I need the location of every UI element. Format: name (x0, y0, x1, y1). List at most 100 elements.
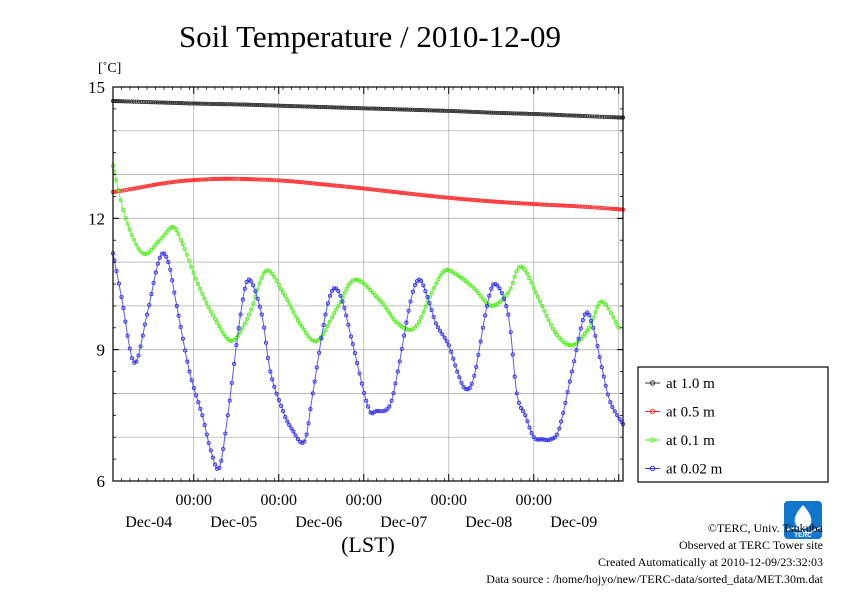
data-point (325, 301, 330, 306)
data-point (482, 110, 487, 115)
data-point (251, 301, 256, 306)
data-point (225, 413, 230, 418)
data-point (580, 334, 585, 339)
data-point (297, 180, 303, 185)
data-point (510, 280, 515, 285)
data-point (408, 191, 413, 196)
x-date-label: Dec-06 (295, 514, 342, 531)
data-point (463, 109, 468, 114)
data-point (484, 110, 490, 115)
data-point (597, 114, 602, 119)
data-point (217, 176, 222, 181)
created-text: Created Automatically at 2010-12-09/23:3… (598, 555, 823, 569)
data-point (423, 108, 428, 113)
data-point (170, 180, 175, 185)
data-point (229, 102, 235, 107)
data-point (312, 181, 317, 186)
data-point (387, 404, 392, 409)
data-point (125, 187, 130, 192)
data-point (365, 186, 371, 192)
data-point (501, 200, 507, 205)
data-point (497, 110, 502, 116)
data-point (353, 277, 358, 282)
data-point (276, 103, 281, 108)
data-point (512, 200, 517, 206)
data-point (166, 180, 171, 185)
data-point (501, 111, 507, 116)
data-point (538, 437, 543, 442)
data-point (478, 293, 483, 299)
data-point (495, 199, 500, 204)
data-point (611, 206, 616, 211)
data-point (412, 325, 417, 330)
data-point (416, 192, 422, 197)
data-point (323, 328, 328, 333)
data-point (263, 103, 269, 108)
data-point (287, 103, 292, 109)
data-point (325, 105, 330, 110)
data-point (219, 176, 224, 181)
data-point (365, 285, 371, 290)
data-point (563, 400, 568, 405)
data-point (380, 188, 385, 193)
data-point (327, 182, 332, 188)
data-point (399, 346, 404, 352)
data-point (565, 390, 570, 395)
data-point (251, 283, 256, 288)
legend: at 1.0 m at 0.5 m at 0.1 m at 0.02 m (637, 366, 829, 483)
data-point (617, 416, 622, 421)
data-point (378, 106, 383, 111)
data-point (414, 192, 419, 197)
data-point (351, 105, 356, 111)
y-tick-label: 12 (88, 209, 105, 228)
data-point (591, 325, 596, 330)
data-point (139, 99, 144, 104)
data-point (438, 194, 443, 200)
data-point (119, 295, 124, 300)
data-point (245, 177, 250, 182)
data-point (226, 176, 231, 181)
data-point (463, 387, 468, 392)
x-time-label: 00:00 (176, 492, 212, 509)
data-point (512, 111, 517, 116)
data-point (241, 176, 246, 182)
data-point (230, 176, 235, 181)
data-point (474, 198, 479, 203)
data-point (435, 325, 440, 330)
data-point (314, 104, 320, 109)
data-point (176, 232, 181, 237)
x-axis-label: (LST) (341, 532, 395, 557)
data-point (368, 106, 373, 111)
data-point (202, 101, 207, 106)
data-point (389, 107, 394, 112)
data-point (178, 179, 184, 184)
data-point (450, 196, 456, 201)
data-point (202, 177, 207, 182)
data-point (567, 203, 572, 208)
data-point (548, 437, 553, 442)
data-point (550, 203, 555, 208)
data-point (578, 326, 583, 331)
data-point (278, 287, 283, 292)
series-line (112, 253, 624, 470)
data-point (267, 177, 272, 182)
data-point (497, 300, 503, 305)
data-point (141, 99, 146, 105)
data-point (465, 197, 470, 202)
legend-marker (649, 465, 656, 472)
data-point (295, 437, 300, 442)
data-point (208, 177, 213, 182)
data-point (585, 328, 590, 333)
data-point (114, 269, 119, 274)
data-point (489, 110, 494, 115)
data-point (484, 303, 490, 308)
data-point (423, 304, 428, 309)
data-point (346, 105, 351, 110)
data-point (196, 400, 201, 405)
data-point (552, 435, 557, 440)
data-point (449, 349, 454, 354)
data-point (529, 431, 534, 436)
data-point (514, 391, 519, 396)
data-point (221, 102, 226, 107)
data-point (548, 202, 553, 208)
